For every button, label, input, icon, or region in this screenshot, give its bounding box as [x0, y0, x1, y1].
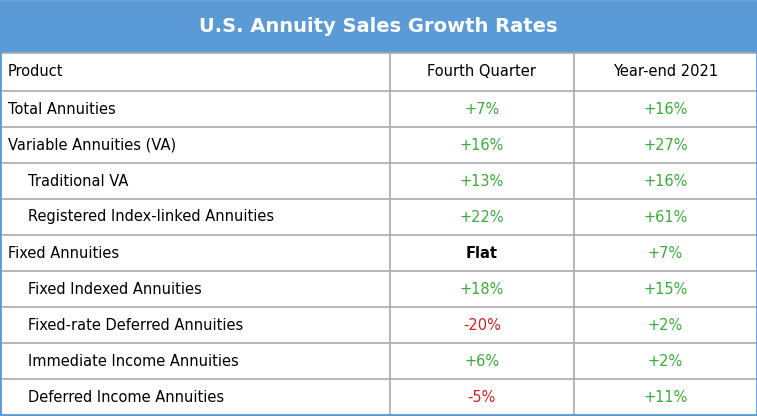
Text: Year-end 2021: Year-end 2021	[613, 64, 718, 79]
Text: +61%: +61%	[643, 210, 687, 225]
Bar	[0, 199, 757, 235]
Bar	[0, 235, 757, 271]
Bar	[0, 343, 757, 379]
Text: U.S. Annuity Sales Growth Rates: U.S. Annuity Sales Growth Rates	[199, 17, 558, 37]
Text: Deferred Income Annuities: Deferred Income Annuities	[28, 389, 224, 404]
Text: Fixed Indexed Annuities: Fixed Indexed Annuities	[28, 282, 202, 297]
Text: +16%: +16%	[643, 102, 687, 116]
Bar	[0, 379, 757, 415]
Text: Registered Index-linked Annuities: Registered Index-linked Annuities	[28, 210, 274, 225]
Text: +27%: +27%	[643, 138, 687, 153]
Text: +15%: +15%	[643, 282, 687, 297]
Text: Total Annuities: Total Annuities	[8, 102, 116, 116]
Text: +2%: +2%	[648, 354, 683, 369]
Text: +7%: +7%	[464, 102, 500, 116]
Text: Flat: Flat	[466, 245, 498, 260]
Text: +6%: +6%	[464, 354, 500, 369]
Text: +16%: +16%	[459, 138, 504, 153]
Text: +2%: +2%	[648, 317, 683, 332]
Text: Fixed Annuities: Fixed Annuities	[8, 245, 119, 260]
Bar	[0, 1, 757, 53]
Text: +22%: +22%	[459, 210, 504, 225]
Text: -20%: -20%	[463, 317, 501, 332]
Text: -5%: -5%	[468, 389, 496, 404]
Text: +16%: +16%	[643, 173, 687, 188]
Text: +11%: +11%	[643, 389, 687, 404]
Text: Traditional VA: Traditional VA	[28, 173, 129, 188]
Text: +7%: +7%	[648, 245, 683, 260]
Text: +13%: +13%	[459, 173, 504, 188]
Bar	[0, 271, 757, 307]
Bar	[0, 91, 757, 127]
Bar	[0, 53, 757, 91]
Text: Immediate Income Annuities: Immediate Income Annuities	[28, 354, 238, 369]
Text: +18%: +18%	[459, 282, 504, 297]
Text: Variable Annuities (VA): Variable Annuities (VA)	[8, 138, 176, 153]
Bar	[0, 127, 757, 163]
Text: Fourth Quarter: Fourth Quarter	[428, 64, 536, 79]
Text: Product: Product	[8, 64, 64, 79]
Text: Fixed-rate Deferred Annuities: Fixed-rate Deferred Annuities	[28, 317, 243, 332]
Bar	[0, 163, 757, 199]
Bar	[0, 307, 757, 343]
